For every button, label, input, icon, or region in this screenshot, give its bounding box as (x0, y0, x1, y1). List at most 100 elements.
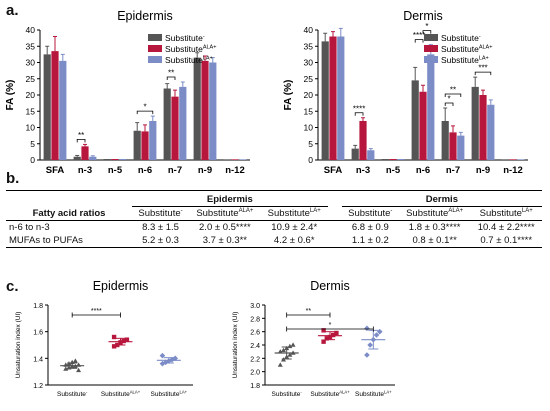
column-header-base: Substitute (479, 208, 522, 220)
y-tick-label: 40 (304, 25, 314, 35)
column-header-base: Substitute (406, 208, 449, 220)
table-row: n-6 to n-3 8.3 ± 1.5 2.0 ± 0.5**** 10.9 ± 2… (6, 221, 542, 235)
x-tick-label: SubstituteALA+ (101, 389, 141, 398)
x-tick-label: SubstituteLA+ (151, 389, 188, 398)
bar (103, 159, 111, 160)
bar (337, 36, 345, 160)
bar (231, 159, 239, 160)
legend-swatch (424, 34, 438, 41)
x-tick-label: n-5 (108, 165, 123, 176)
data-point (111, 334, 117, 340)
column-header-sup: LA+ (309, 208, 321, 214)
table-spacer (328, 207, 342, 221)
bar (367, 150, 375, 160)
bar (509, 159, 517, 160)
significance-bracket (354, 112, 364, 116)
bar (479, 95, 487, 160)
y-tick-label: 2.6 (250, 330, 260, 337)
data-point (367, 342, 373, 348)
bar (449, 132, 457, 160)
significance-label: *** (478, 64, 487, 73)
chart-title: Dermis (403, 9, 443, 23)
chart-title: Dermis (310, 279, 350, 293)
bar (239, 159, 247, 160)
y-tick-label: 0 (30, 155, 35, 165)
data-point (72, 358, 78, 363)
bar-charts: Epidermis 0 5 10 15 20 25 30 35 40 FA (%) SFA n-3 n-5… (5, 9, 528, 176)
legend: Substitute-SubstituteALA+SubstituteLA+ (148, 33, 216, 65)
legend-swatch (148, 45, 162, 52)
bar (411, 80, 419, 160)
bar (81, 146, 89, 160)
bar (51, 51, 59, 160)
y-axis-label: Unsaturation index (UI) (15, 312, 22, 379)
bar (501, 159, 509, 160)
x-tick-label: SubstituteLA+ (355, 389, 392, 398)
x-tick-label: SFA (46, 165, 65, 176)
table-row-label: MUFAs to PUFAs (9, 235, 83, 247)
legend-swatch (148, 56, 162, 63)
legend-label: SubstituteLA+ (441, 55, 489, 65)
column-header-sup: - (180, 208, 183, 214)
data-point (334, 330, 339, 336)
column-header-sup: LA+ (521, 208, 533, 214)
data-point (76, 367, 82, 373)
data-point (290, 342, 296, 347)
legend-swatch (424, 45, 438, 52)
y-axis-label: FA (%) (5, 80, 16, 111)
data-point (364, 352, 370, 358)
y-tick-label: 2.4 (250, 343, 260, 350)
table-group-dermis: Dermis (341, 190, 542, 207)
x-tick-label: n-9 (198, 165, 212, 176)
y-tick-label: 25 (304, 74, 314, 84)
significance-label: * (329, 322, 332, 329)
table-column-header: Substitute- (342, 207, 399, 221)
data-point (324, 336, 329, 341)
x-tick-label: n-7 (168, 165, 182, 176)
bar (223, 159, 231, 160)
table-cell: 10.4 ± 2.2**** (477, 222, 535, 234)
data-point (321, 339, 326, 344)
legend-label: Substitute- (165, 33, 205, 43)
bar (389, 159, 397, 160)
significance-bracket (166, 76, 176, 80)
legend-label: SubstituteALA+ (165, 44, 216, 54)
x-tick-label: n-12 (225, 165, 245, 176)
x-tick-label: SubstituteALA+ (310, 389, 350, 398)
table-cell: 0.7 ± 0.1**** (480, 235, 533, 247)
table-cell: 6.8 ± 0.9 (351, 222, 389, 234)
significance-bracket (474, 71, 492, 76)
table-cell: 8.3 ± 1.5 (142, 222, 179, 234)
panel-letter-a: a. (6, 2, 19, 19)
bar (119, 159, 127, 160)
y-tick-label: 5 (308, 139, 313, 149)
data-point (280, 347, 286, 353)
chart-title: Epidermis (117, 9, 173, 23)
x-tick-label: n-5 (386, 165, 401, 176)
x-tick-label: n-6 (416, 165, 430, 176)
data-point (159, 360, 166, 367)
y-tick-label: 30 (304, 58, 314, 68)
bar (381, 159, 389, 160)
column-header-base: Substitute (138, 208, 181, 220)
table-column-header: SubstituteLA+ (261, 207, 328, 221)
significance-label: * (425, 22, 428, 31)
bar (457, 135, 465, 160)
x-tick-label: n-9 (476, 165, 490, 176)
column-header-sup: - (390, 208, 393, 214)
dermis-bar-chart: Dermis 0 5 10 15 20 25 30 35 40 FA (%) SFA n-3 n-5 n-6… (283, 9, 528, 176)
y-tick-label: 10 (26, 123, 36, 133)
y-tick-label: 1.6 (33, 330, 43, 337)
bar (321, 41, 329, 160)
data-point (277, 349, 283, 354)
legend-swatch (148, 34, 162, 41)
bar (517, 159, 525, 160)
bar (179, 86, 187, 160)
y-tick-label: 1.8 (33, 303, 43, 310)
column-header-sup: ALA+ (238, 208, 254, 214)
data-point (63, 366, 69, 371)
data-point (124, 337, 130, 342)
table-cell: 4.2 ± 0.6* (273, 235, 315, 247)
y-tick-label: 40 (26, 25, 36, 35)
chart-title: Epidermis (93, 279, 149, 293)
